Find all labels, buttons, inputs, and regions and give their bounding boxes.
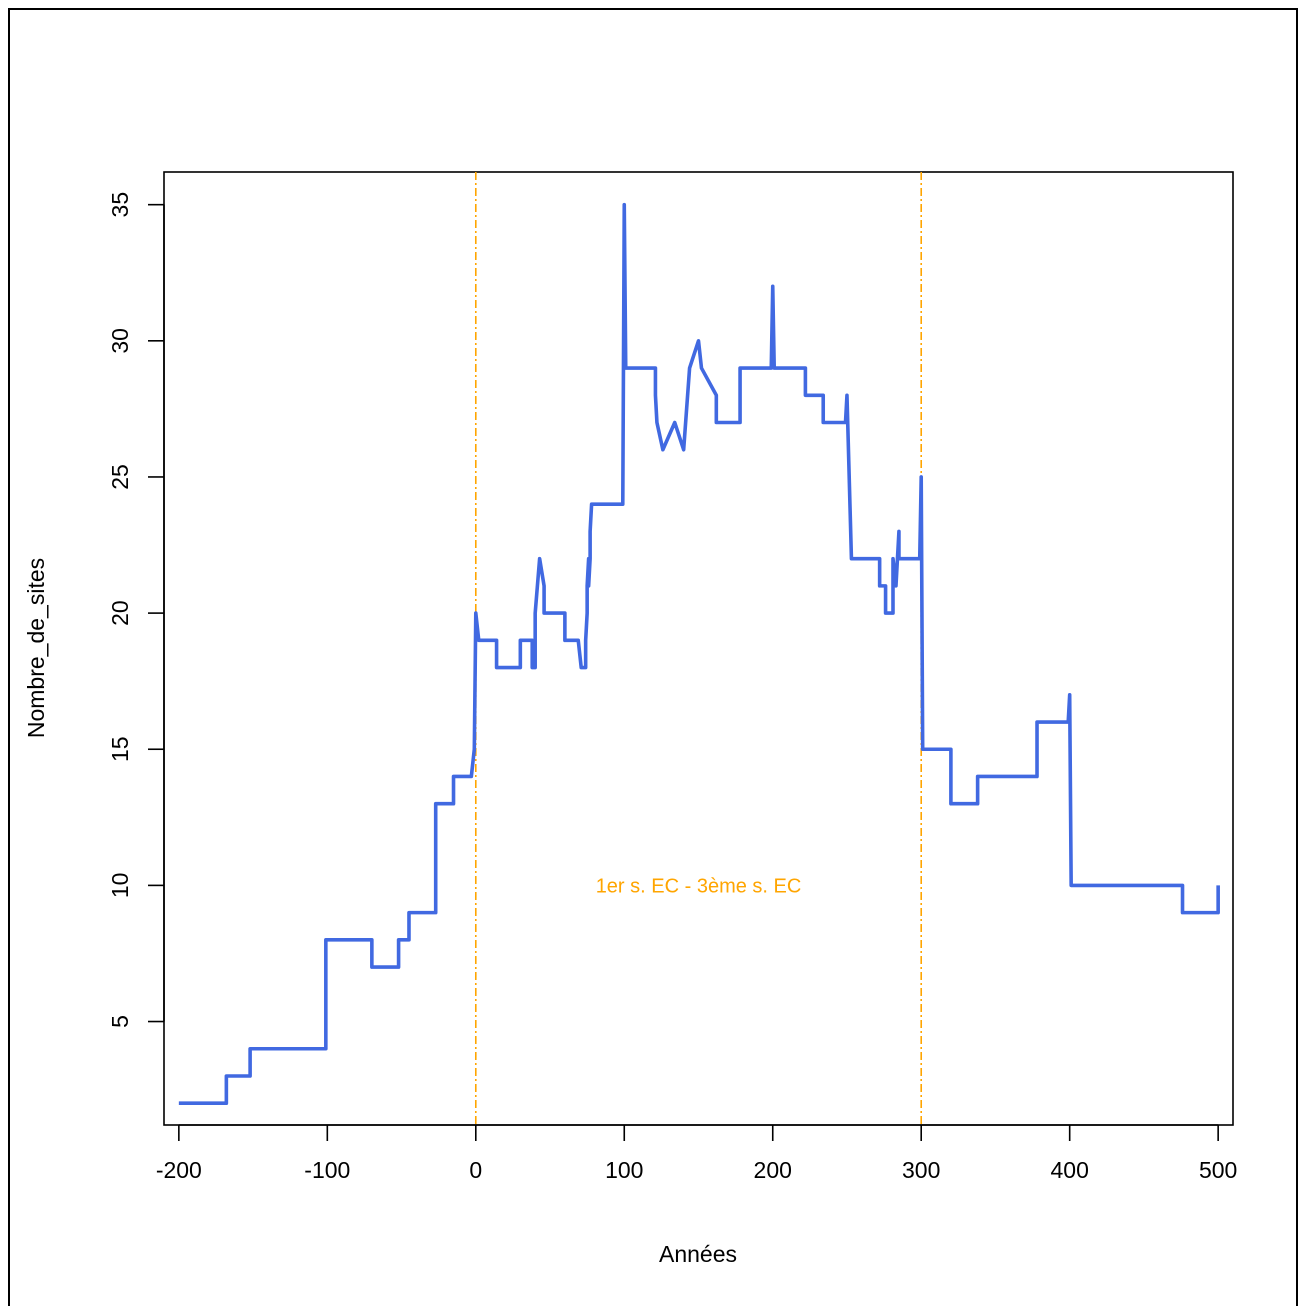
y-tick-label: 15 bbox=[107, 736, 133, 762]
y-axis-label: Nombre_de_sites bbox=[23, 558, 49, 738]
y-tick-label: 25 bbox=[107, 464, 133, 490]
x-tick-label: 0 bbox=[469, 1157, 482, 1183]
y-tick-label: 35 bbox=[107, 192, 133, 218]
x-tick-label: 200 bbox=[754, 1157, 792, 1183]
x-tick-label: 400 bbox=[1050, 1157, 1088, 1183]
y-tick-label: 10 bbox=[107, 873, 133, 899]
series-line-0 bbox=[178, 202, 1220, 1106]
period-annotation: 1er s. EC - 3ème s. EC bbox=[596, 875, 802, 897]
figure-frame bbox=[8, 8, 1298, 1306]
y-tick-label: 5 bbox=[107, 1015, 133, 1028]
x-tick-label: -200 bbox=[156, 1157, 202, 1183]
x-axis-label: Années bbox=[659, 1241, 737, 1267]
x-tick-label: 100 bbox=[605, 1157, 643, 1183]
x-tick-label: 300 bbox=[902, 1157, 940, 1183]
x-tick-label: -100 bbox=[304, 1157, 350, 1183]
y-tick-label: 20 bbox=[107, 600, 133, 626]
y-tick-label: 30 bbox=[107, 328, 133, 354]
x-tick-label: 500 bbox=[1199, 1157, 1237, 1183]
